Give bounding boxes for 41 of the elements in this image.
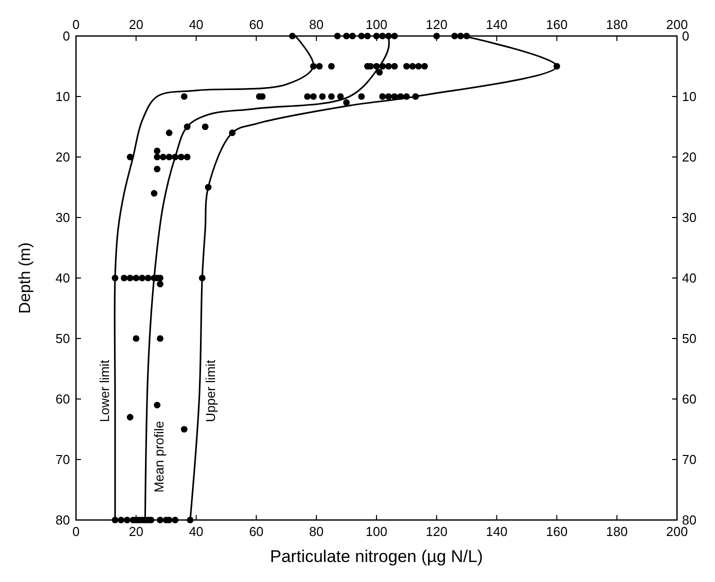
y-tick-label: 20	[56, 150, 70, 165]
y-tick-label: 10	[56, 89, 70, 104]
y-tick-label: 30	[56, 210, 70, 226]
x2-tick-label: 20	[128, 17, 144, 32]
y2-tick-label: 30	[682, 210, 696, 226]
text: Mean profile	[152, 420, 167, 493]
y2-tick-label: 20	[682, 150, 696, 165]
x-tick-label: 0	[72, 524, 80, 539]
x2-tick-label: 80	[309, 17, 324, 32]
x-tick-label: 160	[546, 524, 568, 539]
x-tick-label: 80	[309, 524, 324, 539]
y-tick-label: 50	[56, 331, 70, 346]
y-axis-title: Depth (m)	[17, 242, 34, 314]
x-tick-label: 140	[486, 524, 508, 539]
x2-tick-label: 40	[188, 17, 204, 32]
y2-tick-label: 60	[682, 392, 696, 407]
x-tick-label: 120	[426, 524, 448, 539]
x-tick-label: 100	[366, 524, 388, 539]
x-tick-label: 60	[249, 524, 264, 539]
y-tick-label: 40	[56, 270, 70, 286]
y-tick-label: 70	[56, 452, 70, 468]
x2-tick-label: 60	[249, 17, 264, 32]
x2-tick-label: 140	[486, 17, 508, 32]
x-axis-title: Particulate nitrogen (µg N/L)	[270, 547, 483, 566]
x-tick-label: 20	[128, 524, 144, 539]
x2-tick-label: 0	[72, 17, 80, 32]
x2-tick-label: 160	[546, 17, 568, 32]
text: Lower limit	[97, 360, 112, 422]
y-tick-label: 0	[62, 28, 70, 44]
x2-tick-label: 120	[426, 17, 448, 32]
y2-tick-label: 70	[682, 452, 696, 468]
x2-tick-label: 180	[606, 17, 628, 32]
y2-tick-label: 40	[682, 270, 696, 286]
y-tick-label: 80	[56, 512, 70, 528]
y2-tick-label: 50	[682, 331, 696, 346]
text: Upper limit	[202, 360, 218, 422]
x-tick-label: 40	[188, 524, 204, 539]
y2-tick-label: 10	[682, 89, 696, 104]
y-tick-label: 60	[56, 392, 70, 407]
x2-tick-label: 100	[366, 17, 388, 32]
x-tick-label: 180	[606, 524, 628, 539]
